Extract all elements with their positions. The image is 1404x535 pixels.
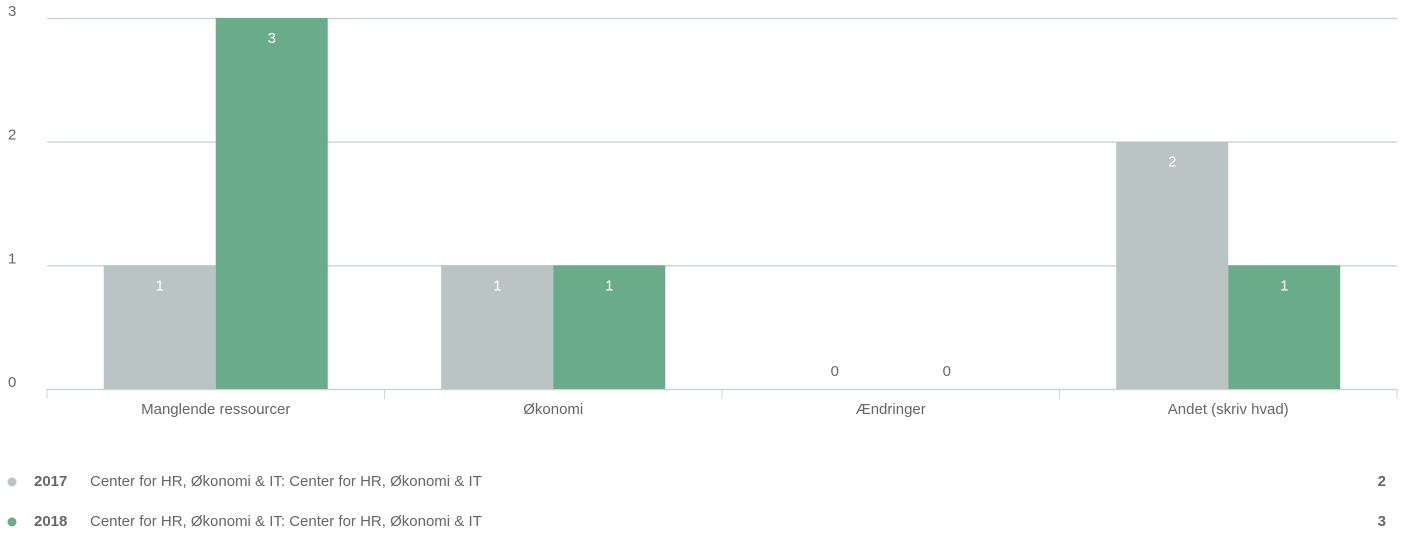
value-label: 3 <box>268 30 276 47</box>
value-label: 1 <box>1280 277 1288 294</box>
legend-description: Center for HR, Økonomi & IT: Center for … <box>90 473 482 490</box>
legend-count: 2 <box>1378 473 1386 490</box>
y-tick-label: 0 <box>8 374 16 391</box>
bar <box>1228 265 1341 389</box>
value-label: 1 <box>493 277 501 294</box>
bar <box>1116 141 1229 389</box>
x-tick-label: Økonomi <box>523 401 583 418</box>
bar <box>553 265 666 389</box>
legend-name: 2017 <box>34 473 67 490</box>
legend-name: 2018 <box>34 513 67 530</box>
x-tick-label: Manglende ressourcer <box>141 401 290 418</box>
bar <box>103 265 216 389</box>
value-label: 0 <box>831 363 839 380</box>
bar <box>215 18 328 389</box>
y-tick-label: 1 <box>8 250 16 267</box>
value-label: 1 <box>156 277 164 294</box>
legend-count: 3 <box>1378 513 1386 530</box>
value-label: 1 <box>605 277 613 294</box>
legend-marker <box>7 517 17 527</box>
legend-description: Center for HR, Økonomi & IT: Center for … <box>90 513 482 530</box>
y-tick-label: 2 <box>8 127 16 144</box>
bar <box>441 265 554 389</box>
x-tick-label: Andet (skriv hvad) <box>1168 401 1289 418</box>
y-tick-label: 3 <box>8 3 16 20</box>
value-label: 2 <box>1168 154 1176 171</box>
value-label: 0 <box>943 363 951 380</box>
legend-marker <box>7 477 17 487</box>
x-tick-label: Ændringer <box>856 401 926 418</box>
